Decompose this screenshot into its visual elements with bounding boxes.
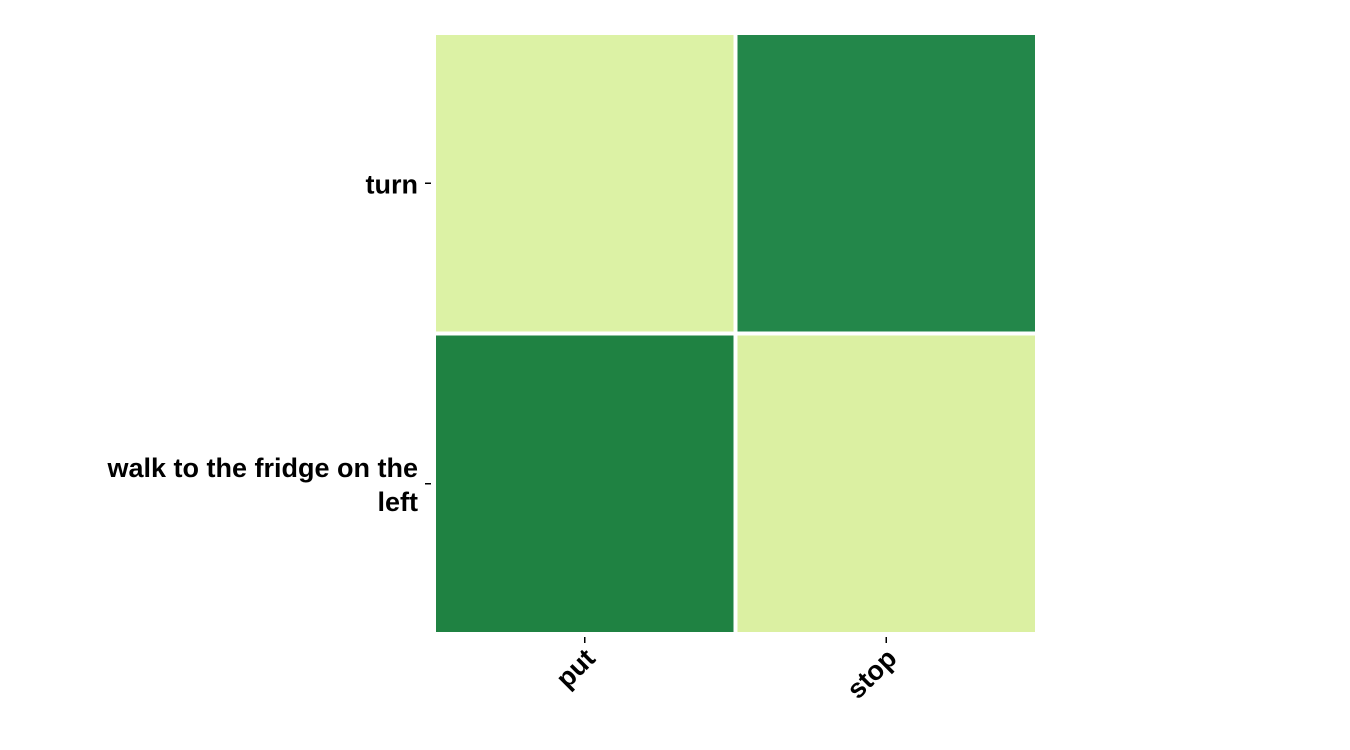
- axis-ticks: [425, 182, 887, 643]
- heatmap-cell-walk-to-the-fridge-on-the-left-put: [436, 335, 734, 632]
- heatmap-cells: [436, 35, 1035, 632]
- y-tick-label-walk-to-the-fridge-on-the-left: walk to the fridge on the left: [106, 453, 418, 517]
- heatmap-cell-turn-stop: [737, 35, 1035, 332]
- y-tick-label-turn: turn: [366, 169, 418, 199]
- heatmap-cell-walk-to-the-fridge-on-the-left-stop: [737, 335, 1035, 632]
- x-tick-label-put: put: [550, 643, 601, 694]
- x-tick-label-stop: stop: [841, 643, 903, 705]
- heatmap-cell-turn-put: [436, 35, 734, 332]
